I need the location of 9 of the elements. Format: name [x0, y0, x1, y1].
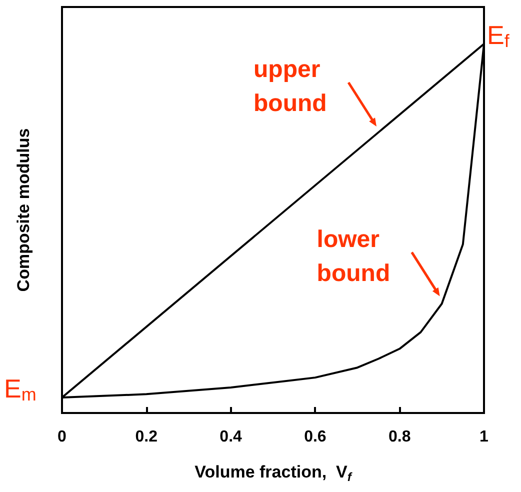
x-tick-label: 0 — [58, 428, 67, 446]
x-tick-label: 0.2 — [135, 428, 158, 446]
x-tick-label: 0.4 — [220, 428, 242, 446]
annotation: upper bound — [254, 56, 327, 117]
y-axis-title: Composite modulus — [14, 128, 33, 292]
x-tick-label: 1 — [480, 428, 489, 446]
x-tick-label: 0.6 — [304, 428, 326, 446]
annotation: lower bound — [316, 226, 390, 287]
x-tick-label: 0.8 — [388, 428, 411, 446]
